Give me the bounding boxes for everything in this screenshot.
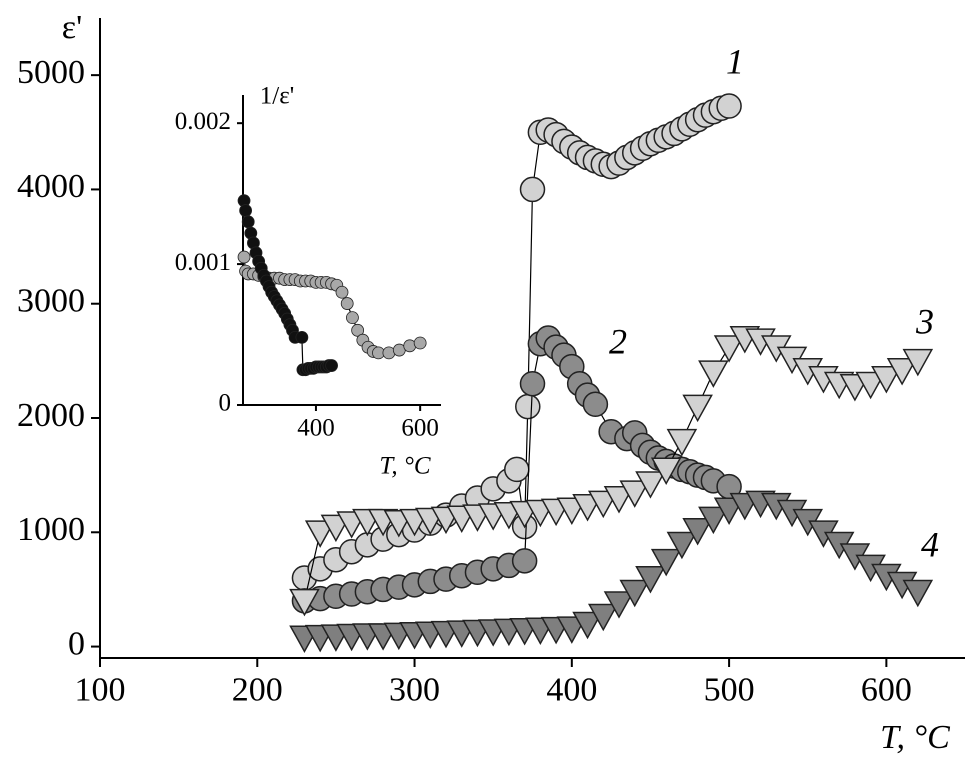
data-point (346, 311, 359, 325)
data-point (698, 506, 729, 535)
x-tick-label: 100 (75, 671, 126, 708)
data-point (666, 531, 698, 560)
series-label: 1 (726, 41, 744, 81)
data-point (713, 335, 745, 363)
y-axis-label: 1/ε' (260, 83, 294, 110)
data-point (650, 548, 682, 577)
data-point (902, 579, 934, 608)
y-tick-label: 5000 (17, 54, 85, 91)
x-tick-label: 400 (297, 414, 335, 441)
x-tick-label: 600 (861, 671, 912, 708)
y-tick-label: 0.002 (175, 108, 231, 135)
data-point (511, 548, 538, 574)
data-point (504, 456, 530, 483)
x-tick-label: 600 (401, 414, 439, 441)
series-label: 3 (915, 301, 934, 341)
data-point (635, 471, 666, 499)
y-tick-label: 0 (219, 390, 232, 417)
data-point (682, 394, 713, 423)
data-point (871, 366, 902, 394)
data-point (239, 204, 253, 217)
x-axis-label: T, °C (880, 719, 950, 756)
data-point (886, 358, 918, 386)
data-point (572, 611, 603, 640)
y-tick-label: 1000 (17, 511, 85, 548)
data-point (682, 518, 713, 546)
data-point (413, 336, 427, 350)
data-point (582, 391, 609, 418)
data-point (698, 360, 729, 388)
x-tick-label: 200 (232, 671, 283, 708)
data-point (666, 428, 698, 457)
data-point (325, 359, 338, 372)
data-point (635, 566, 666, 594)
data-point (519, 370, 546, 397)
data-point (351, 323, 365, 337)
data-point (237, 250, 251, 264)
y-axis-label: ε' (62, 9, 82, 46)
series-label: 4 (921, 524, 939, 564)
y-tick-label: 0.001 (175, 249, 231, 276)
x-tick-label: 300 (389, 671, 440, 708)
y-tick-label: 4000 (17, 168, 85, 205)
data-point (587, 603, 619, 632)
data-point (289, 588, 320, 617)
data-point (902, 348, 934, 377)
data-point (304, 520, 336, 548)
data-point (241, 215, 255, 229)
x-axis-label: T, °C (379, 453, 431, 480)
data-point (619, 480, 651, 508)
data-point (295, 330, 309, 344)
data-point (603, 591, 635, 619)
data-point (519, 176, 546, 203)
data-point (335, 285, 349, 299)
y-tick-label: 0 (68, 625, 85, 662)
x-tick-label: 500 (704, 671, 755, 708)
x-tick-label: 400 (546, 671, 597, 708)
data-point (340, 297, 354, 310)
data-point (603, 486, 635, 514)
data-point (515, 393, 541, 420)
data-point (619, 579, 651, 608)
series-label: 2 (609, 321, 627, 361)
data-point (650, 457, 682, 485)
data-point (855, 371, 886, 400)
data-point (716, 93, 742, 119)
y-tick-label: 2000 (17, 397, 85, 434)
y-tick-label: 3000 (17, 283, 85, 320)
